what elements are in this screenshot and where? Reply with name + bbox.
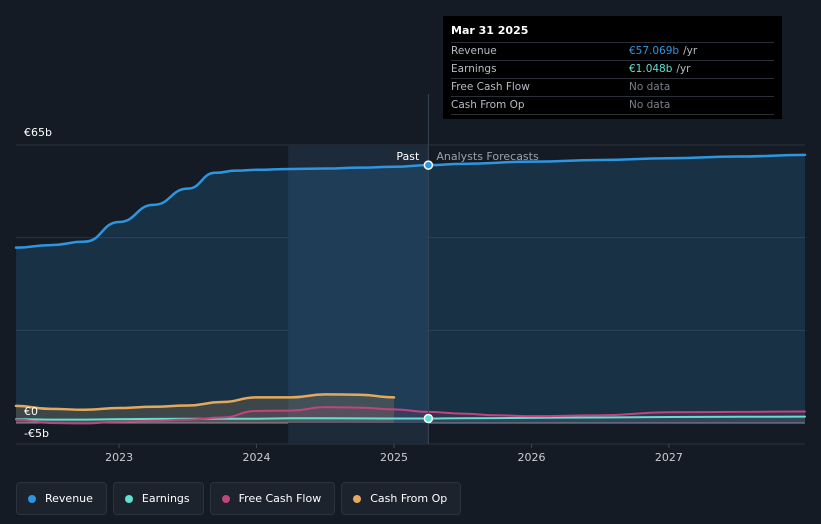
tooltip-unit: /yr — [676, 63, 691, 75]
tooltip-date: Mar 31 2025 — [451, 24, 529, 37]
y-axis-max-label: €65b — [24, 126, 52, 139]
tooltip-row-revenue: Revenue €57.069b /yr — [451, 42, 774, 60]
x-tick-label: 2027 — [655, 451, 683, 464]
x-tick-label: 2023 — [105, 451, 133, 464]
tooltip-label: Earnings — [451, 63, 497, 75]
legend-label: Cash From Op — [370, 492, 448, 505]
area-revenue — [16, 154, 805, 424]
legend-item-revenue[interactable]: Revenue — [16, 482, 107, 515]
past-label: Past — [396, 150, 420, 163]
forecast-label: Analysts Forecasts — [436, 150, 539, 163]
marker-revenue — [423, 160, 434, 170]
marker-earnings — [423, 413, 434, 424]
tooltip-label: Free Cash Flow — [451, 81, 530, 93]
legend-label: Free Cash Flow — [238, 492, 322, 505]
line-earnings — [15, 415, 806, 421]
legend-dot-icon — [221, 494, 230, 503]
area-cash-from-op — [16, 394, 395, 423]
tooltip-label: Revenue — [451, 45, 497, 57]
tooltip-value: No data — [629, 99, 671, 111]
series-areas — [16, 154, 805, 424]
legend-dot-icon — [353, 494, 362, 503]
legend-item-earnings[interactable]: Earnings — [112, 482, 204, 515]
series-lines — [14, 153, 807, 425]
hover-markers — [423, 160, 434, 424]
x-tick-label: 2026 — [517, 451, 545, 464]
tooltip-panel: Mar 31 2025 Revenue €57.069b /yr Earning… — [443, 16, 782, 119]
tooltip-row-earnings: Earnings €1.048b /yr — [451, 60, 774, 78]
x-tick-label: 2025 — [380, 451, 408, 464]
legend-dot-icon — [28, 494, 36, 503]
line-free-cash-flow — [15, 406, 806, 425]
y-axis-min-label: -€5b — [24, 427, 49, 440]
x-axis-ticks: 2023 2024 2025 2026 2027 — [105, 444, 683, 464]
y-axis-zero-label: €0 — [24, 405, 38, 418]
tooltip-value: €1.048b — [629, 63, 673, 75]
tooltip-row-cash-from-op: Cash From Op No data — [451, 96, 774, 115]
legend: Revenue Earnings Free Cash Flow Cash Fro… — [16, 482, 462, 515]
legend-item-cash-from-op[interactable]: Cash From Op — [341, 482, 462, 515]
line-cash-from-op — [14, 393, 396, 411]
legend-label: Earnings — [141, 492, 190, 505]
line-revenue — [14, 153, 807, 249]
tooltip-value: No data — [629, 81, 671, 93]
legend-item-free-cash-flow[interactable]: Free Cash Flow — [209, 482, 336, 515]
tooltip-value: €57.069b — [629, 45, 680, 57]
chart-canvas: Past Analysts Forecasts €65b €0 -€5b 202… — [14, 94, 807, 464]
x-tick-label: 2024 — [243, 451, 271, 464]
legend-label: Revenue — [45, 492, 93, 505]
tooltip-label: Cash From Op — [451, 99, 525, 111]
tooltip-row-free-cash-flow: Free Cash Flow No data — [451, 78, 774, 96]
tooltip-unit: /yr — [683, 45, 698, 57]
legend-dot-icon — [124, 494, 133, 503]
